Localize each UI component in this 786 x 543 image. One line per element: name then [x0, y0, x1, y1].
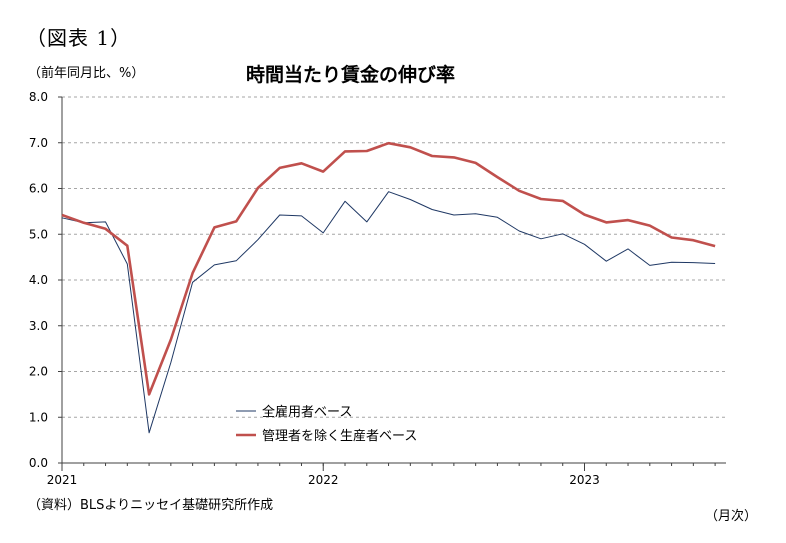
y-tick-label: 3.0	[29, 319, 48, 333]
y-axis-unit-label: （前年同月比、%）	[28, 66, 145, 81]
x-axis-unit-label: （月次）	[705, 509, 758, 524]
source-note: （資料）BLSよりニッセイ基礎研究所作成	[28, 498, 274, 513]
y-tick-label: 0.0	[29, 456, 48, 470]
y-tick-label: 4.0	[29, 273, 48, 287]
x-tick-labels: 2021 2022 2023	[47, 473, 600, 487]
series-line-all-employees	[61, 191, 716, 434]
figure-label: （図表 1）	[26, 26, 132, 50]
legend-label: 管理者を除く生産者ベース	[262, 428, 417, 444]
y-tick-labels: 0.0 1.0 2.0 3.0 4.0 5.0 6.0 7.0 8.0	[29, 90, 48, 470]
legend-label: 全雇用者ベース	[262, 404, 352, 420]
x-tick-label: 2022	[308, 473, 339, 487]
series-lines	[61, 141, 716, 434]
y-tick-label: 2.0	[29, 365, 48, 379]
y-tick-label: 5.0	[29, 227, 48, 241]
axes	[58, 96, 726, 471]
x-tick-label: 2023	[569, 473, 600, 487]
y-tick-label: 7.0	[29, 136, 48, 150]
x-tick-label: 2021	[47, 473, 78, 487]
y-tick-label: 8.0	[29, 90, 48, 104]
chart-title: 時間当たり賃金の伸び率	[246, 64, 456, 86]
y-tick-label: 6.0	[29, 182, 48, 196]
y-tick-label: 1.0	[29, 410, 48, 424]
grid-lines	[62, 96, 726, 418]
series-line-production-workers	[61, 141, 716, 396]
